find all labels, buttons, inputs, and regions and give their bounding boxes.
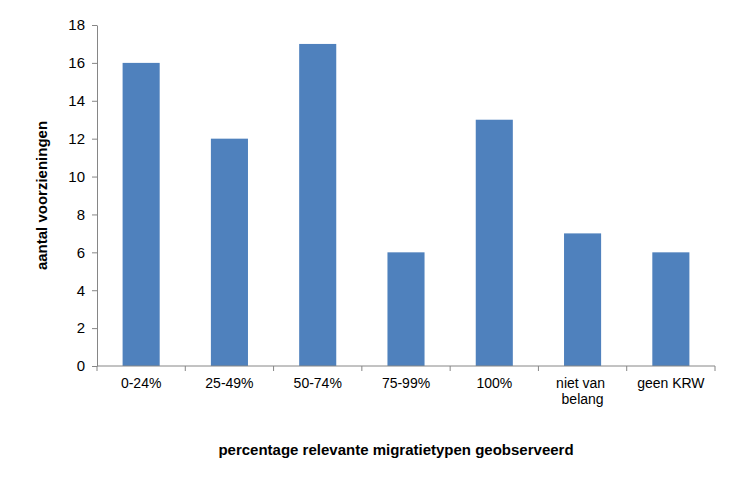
separator-tick [361, 366, 362, 371]
tick-label: 50-74% [294, 375, 342, 391]
bars [123, 44, 690, 366]
tick-label: 8 [77, 206, 85, 223]
tick-label: 75-99% [382, 375, 430, 391]
y-axis-title: aantal voorzieningen [33, 121, 50, 270]
tick-mark [92, 328, 97, 329]
axis-line [97, 26, 98, 367]
tick-label: 2 [77, 319, 85, 336]
tick: 100% [476, 375, 512, 391]
tick: 16 [68, 54, 97, 71]
tick: 8 [77, 206, 97, 223]
tick: 14 [68, 92, 97, 109]
x-axis: 0-24% 25-49% 50-74% 75-99% 100% niet van bela… [97, 366, 715, 407]
tick-mark [92, 366, 97, 367]
tick: niet van belang [556, 375, 609, 407]
axis-line [97, 366, 715, 367]
bar [211, 139, 248, 366]
separator-tick [715, 366, 716, 371]
separator-tick [185, 366, 186, 371]
tick: 6 [77, 244, 97, 261]
separator-tick [273, 366, 274, 371]
y-axis: 0 2 4 6 8 10 12 14 16 18 [68, 16, 97, 374]
tick-label: 0-24% [121, 375, 161, 391]
tick-mark [92, 290, 97, 291]
bar [564, 233, 601, 366]
tick-mark [92, 139, 97, 140]
tick-label: 25-49% [205, 375, 253, 391]
tick-label: geen KRW [637, 375, 705, 391]
tick-mark [92, 252, 97, 253]
tick: 25-49% [205, 375, 253, 391]
tick-mark [92, 63, 97, 64]
tick-label: niet van belang [556, 375, 609, 407]
tick-label: 4 [77, 282, 85, 299]
tick: 12 [68, 130, 97, 147]
tick-mark [92, 25, 97, 26]
separator-tick [450, 366, 451, 371]
x-axis-title: percentage relevante migratietypen geobs… [218, 441, 573, 458]
tick-mark [92, 214, 97, 215]
tick-label: 0 [77, 357, 85, 374]
tick: 18 [68, 16, 97, 33]
tick: 4 [77, 282, 97, 299]
bar [476, 120, 513, 366]
tick-mark [92, 177, 97, 178]
tick: 2 [77, 319, 97, 336]
tick: 0-24% [121, 375, 161, 391]
tick: 10 [68, 168, 97, 185]
tick-label: 18 [68, 16, 85, 33]
tick: geen KRW [637, 375, 705, 391]
separator-tick [538, 366, 539, 371]
bar [299, 44, 336, 366]
bar [387, 252, 424, 366]
tick-label: 10 [68, 168, 85, 185]
tick: 75-99% [382, 375, 430, 391]
tick-mark [92, 101, 97, 102]
tick-label-line: belang [562, 391, 604, 407]
tick-label: 12 [68, 130, 85, 147]
tick-label: 100% [476, 375, 512, 391]
tick-label: 14 [68, 92, 85, 109]
tick-label-line: niet van [556, 375, 609, 391]
chart: 0 2 4 6 8 10 12 14 16 18 0-24% 25-49% 50-74% 75-99% 10… [0, 0, 750, 490]
separator-tick [97, 366, 98, 371]
tick-label: 16 [68, 54, 85, 71]
separator-tick [626, 366, 627, 371]
tick: 0 [77, 357, 97, 374]
x-separators [97, 366, 715, 371]
bar [652, 252, 689, 366]
tick: 50-74% [294, 375, 342, 391]
tick-label: 6 [77, 244, 85, 261]
bar [123, 63, 160, 366]
